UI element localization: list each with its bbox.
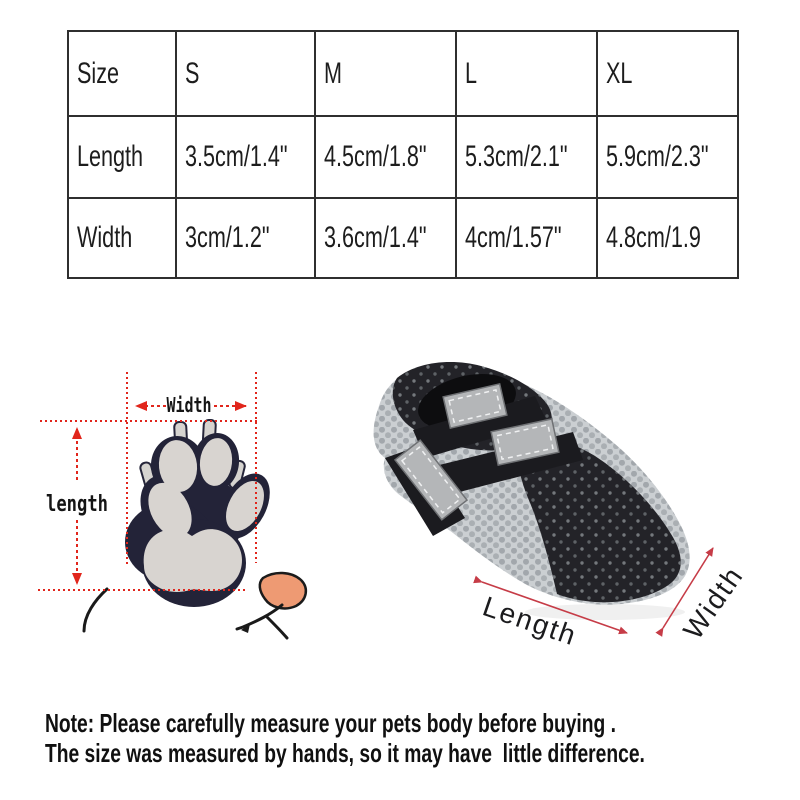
table-header-l: L: [455, 32, 596, 115]
dog-shoe-photo: Length Width: [373, 362, 749, 652]
table-cell-length-l: 5.3cm/2.1": [455, 115, 596, 197]
table-header-size: Size: [69, 32, 175, 115]
cell-value: 4cm/1.57": [465, 221, 562, 254]
shoe-width-label: Width: [677, 560, 749, 645]
table-cell-width-s: 3cm/1.2": [175, 197, 314, 277]
paw-pads: [143, 438, 264, 592]
cell-value: 5.9cm/2.3": [606, 140, 709, 173]
table-row-label-length: Length: [69, 115, 175, 197]
cell-value: 3cm/1.2": [185, 221, 270, 254]
note-line-1: Note: Please carefully measure your pets…: [45, 708, 616, 738]
table-row-label-width: Width: [69, 197, 175, 277]
note-text: Note: Please carefully measure your pets…: [45, 708, 800, 768]
shoe-length-arrow: [473, 575, 628, 635]
header-label: L: [465, 56, 478, 90]
shoe-measure-guides: [473, 547, 714, 637]
table-cell-width-m: 3.6cm/1.4": [314, 197, 455, 277]
size-chart-table: Size S M L XL Length 3.5cm/1.4" 4.5cm/1.…: [67, 30, 739, 279]
table-header-m: M: [314, 32, 455, 115]
shoe-width-arrow: [655, 547, 714, 637]
paw-length-label: length: [46, 491, 108, 517]
header-label: Size: [77, 56, 120, 90]
cell-value: 3.6cm/1.4": [324, 221, 427, 254]
cell-value: 3.5cm/1.4": [185, 140, 288, 173]
paw-measure-guides: [38, 372, 260, 591]
shoe-reflective-patches: [393, 382, 560, 521]
paw-measurement-diagram: Width length: [38, 372, 308, 643]
shoe-toe: [515, 438, 681, 603]
header-label: XL: [606, 56, 633, 90]
header-label: S: [185, 56, 200, 90]
table-cell-width-l: 4cm/1.57": [455, 197, 596, 277]
cell-value: 5.3cm/2.1": [465, 140, 568, 173]
table-cell-length-xl: 5.9cm/2.3": [596, 115, 737, 197]
table-header-xl: XL: [596, 32, 737, 115]
row-label: Length: [77, 140, 144, 173]
header-label: M: [324, 56, 342, 90]
row-label: Width: [77, 221, 133, 254]
note-line-2: The size was measured by hands, so it ma…: [45, 738, 645, 768]
cell-value: 4.5cm/1.8": [324, 140, 427, 173]
paw-width-label: Width: [166, 395, 211, 418]
nail-salmon-shape: [258, 571, 308, 610]
cell-value: 4.8cm/1.9: [606, 221, 701, 254]
table-cell-length-m: 4.5cm/1.8": [314, 115, 455, 197]
table-header-s: S: [175, 32, 314, 115]
table-cell-width-xl: 4.8cm/1.9: [596, 197, 737, 277]
table-cell-length-s: 3.5cm/1.4": [175, 115, 314, 197]
